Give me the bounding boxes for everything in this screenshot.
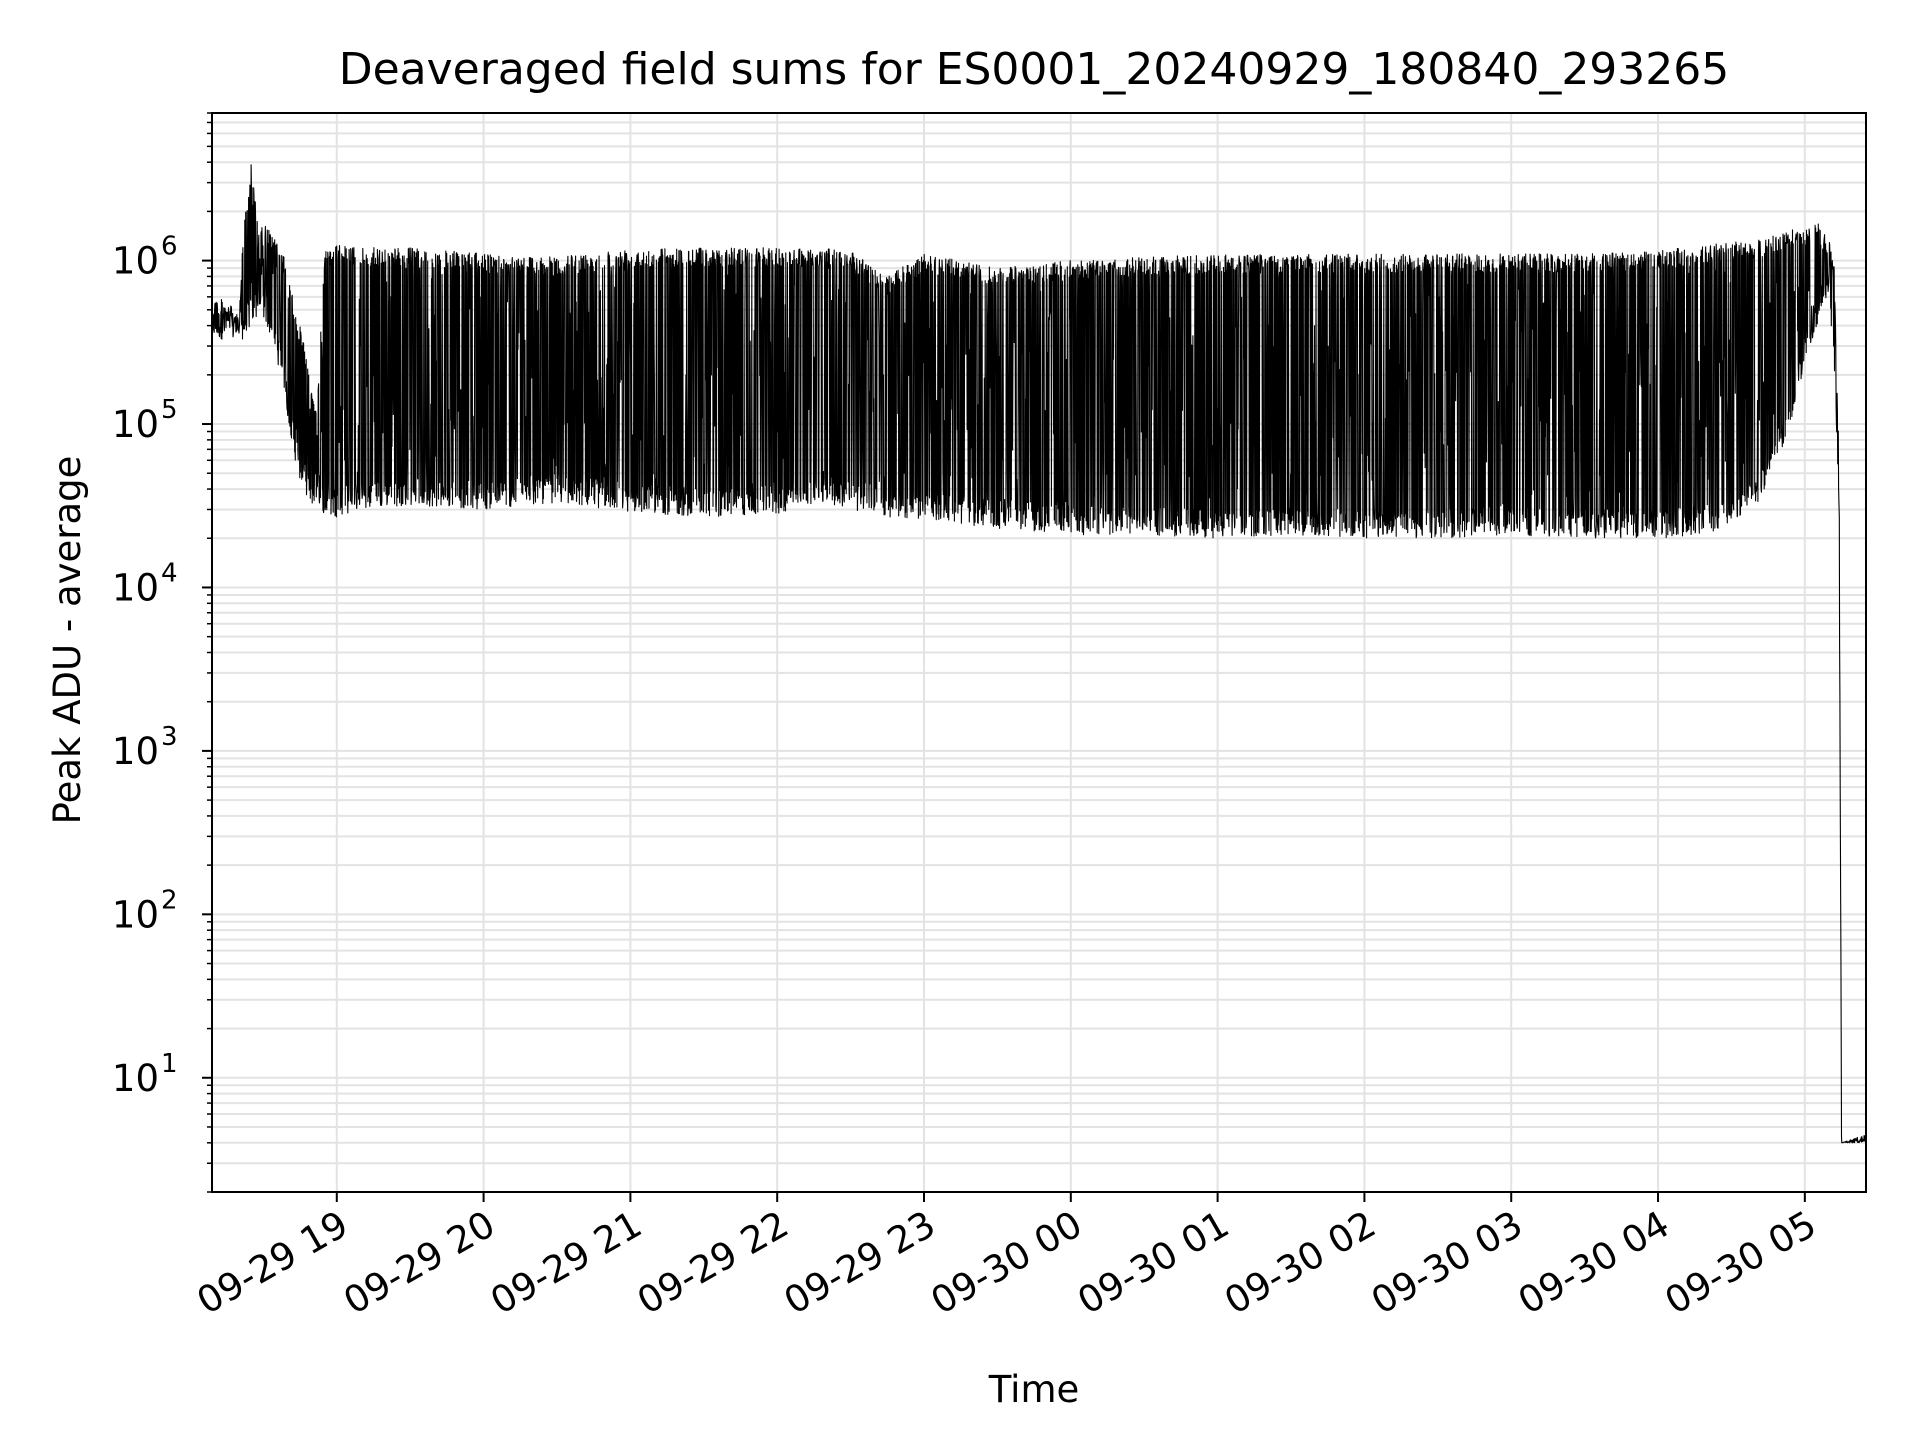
x-axis-label: Time [988,1368,1080,1411]
y-tick-label-exponent: 1 [161,1049,178,1079]
y-tick-label: 10 [112,566,159,609]
y-tick-label: 10 [112,403,159,446]
series-line [211,164,1867,1144]
grid [212,112,1866,1193]
y-tick-label-exponent: 5 [161,395,178,425]
y-tick-label: 10 [112,1057,159,1100]
y-tick-label-exponent: 2 [161,885,178,915]
y-tick-label-exponent: 4 [161,558,178,588]
y-tick-label-exponent: 3 [161,722,178,752]
y-tick-label: 10 [112,893,159,936]
y-axis-label: Peak ADU - average [46,456,89,825]
y-tick-label: 10 [112,240,159,283]
y-tick-label-exponent: 6 [161,232,178,262]
chart-title: Deaveraged field sums for ES0001_2024092… [339,44,1730,95]
series-path [211,164,1867,1144]
y-tick-label: 10 [112,730,159,773]
